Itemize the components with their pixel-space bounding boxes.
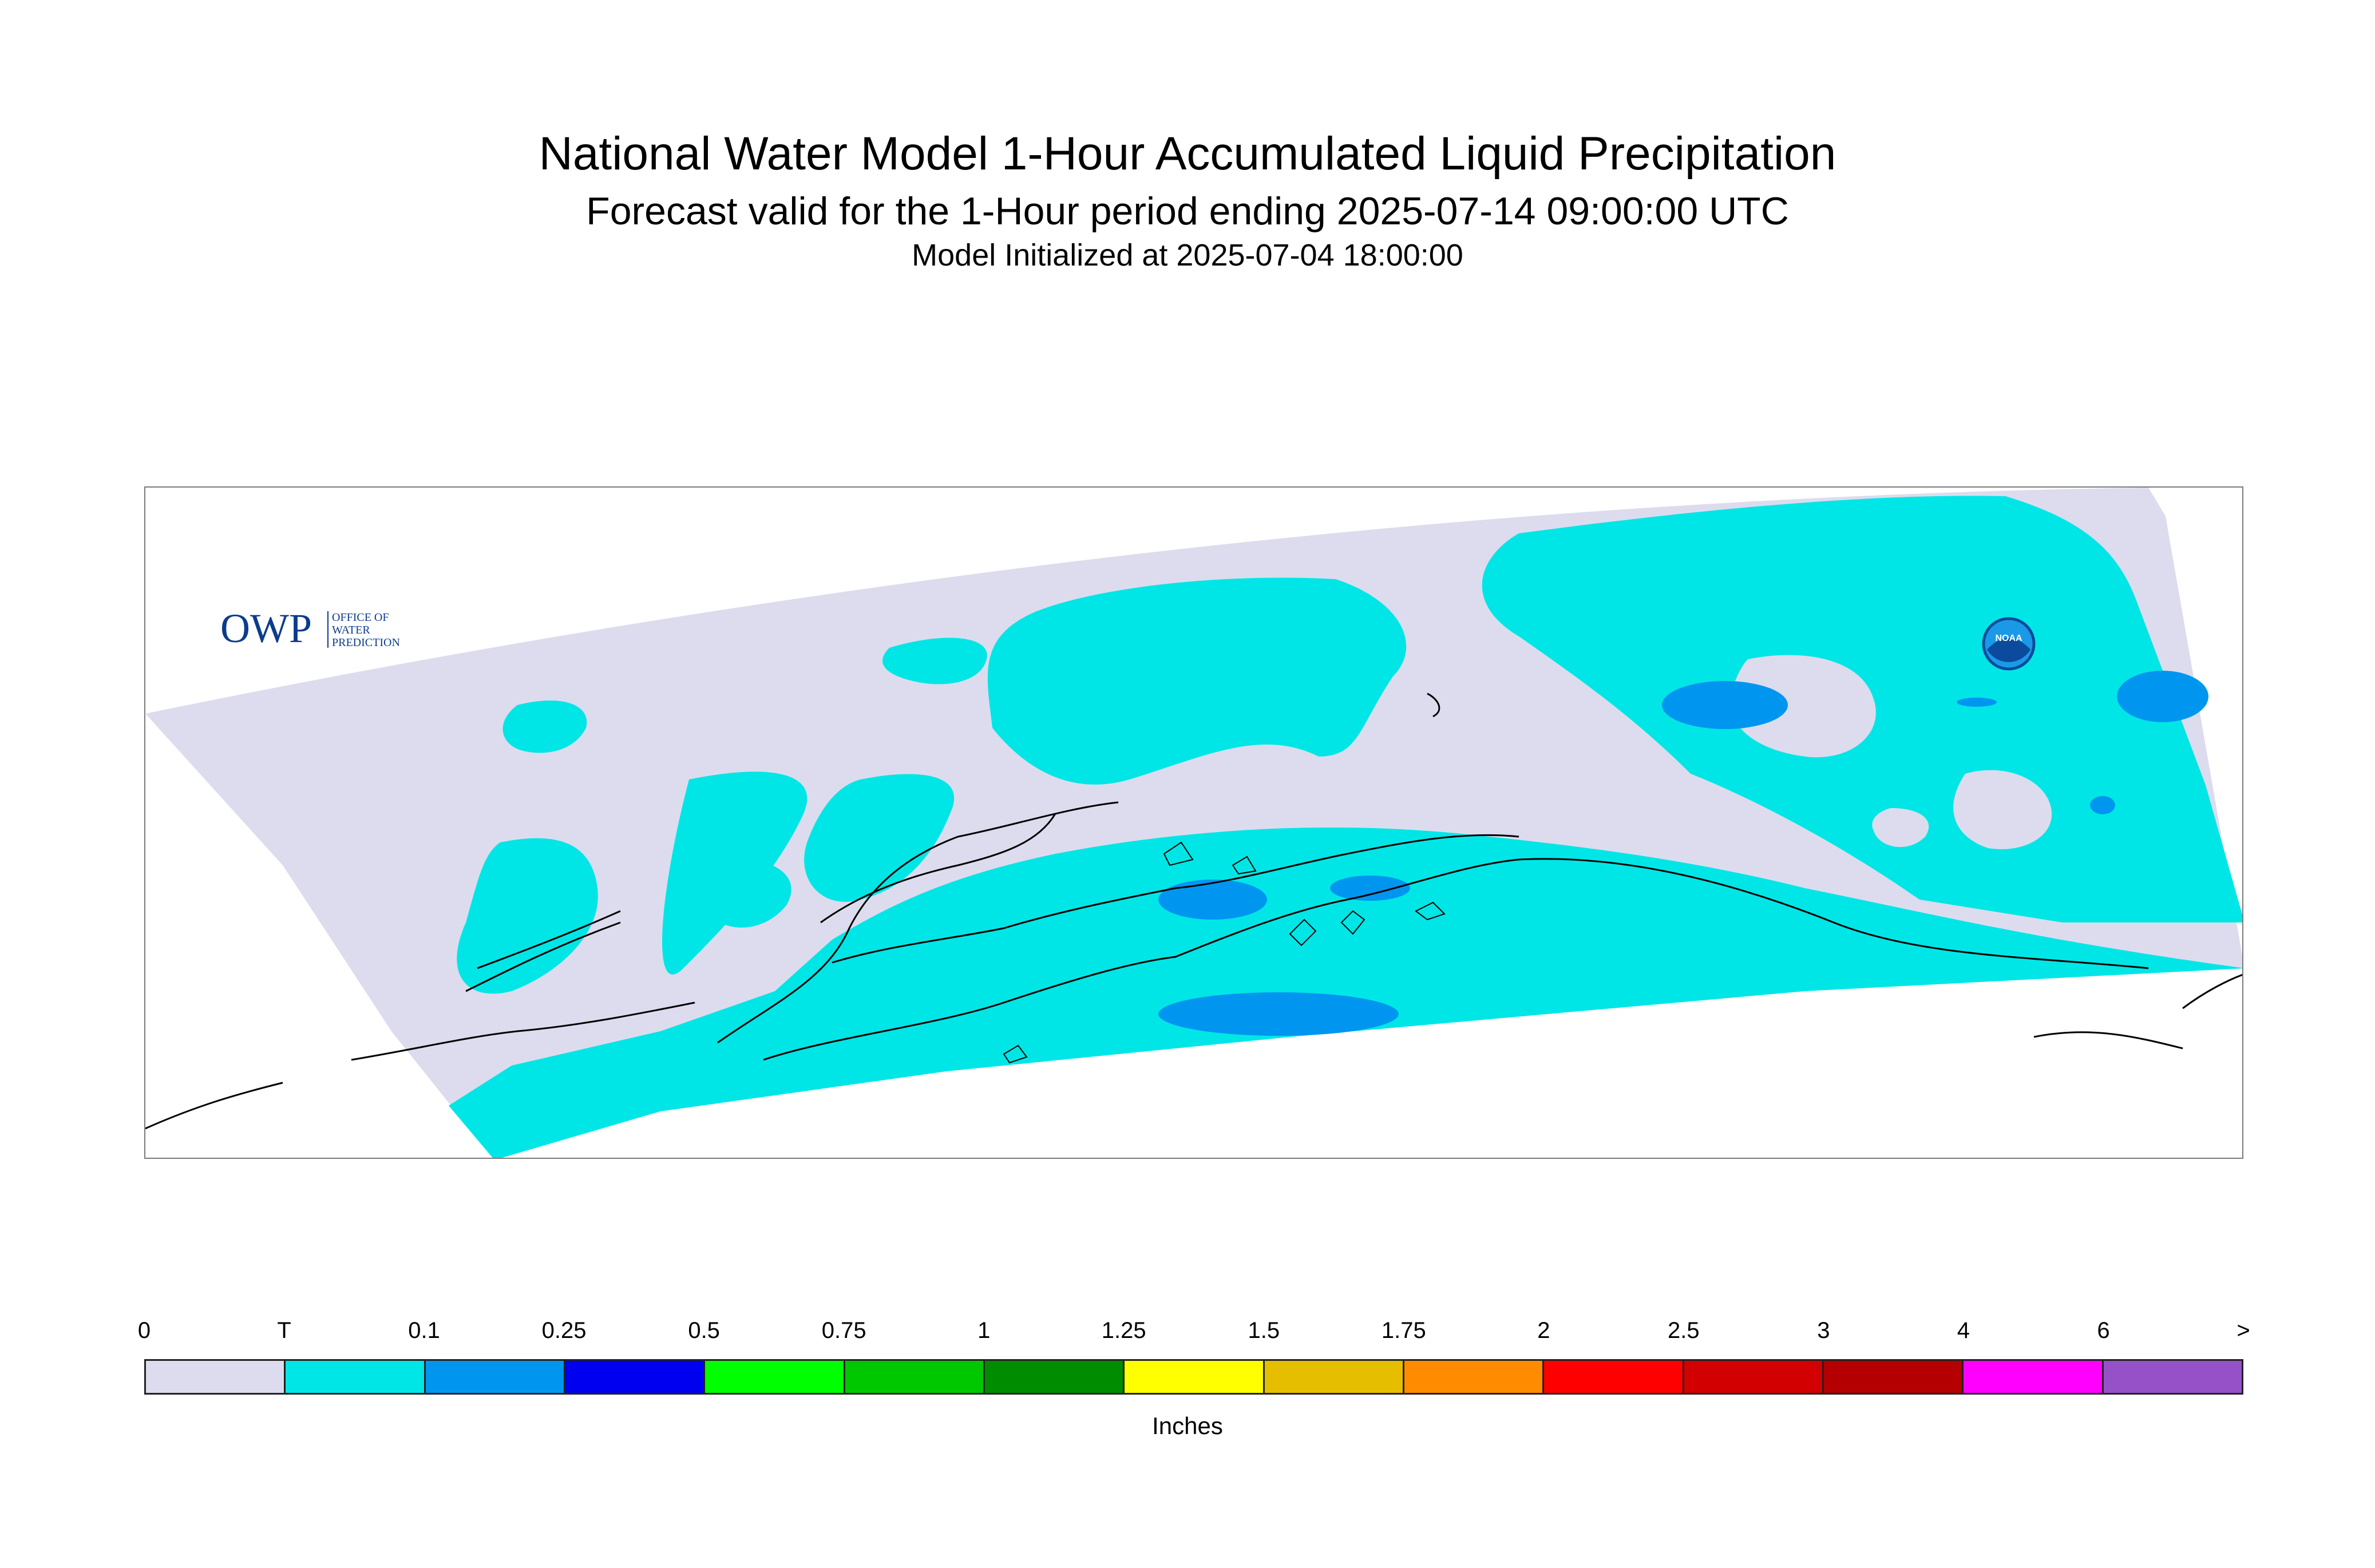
legend-units: Inches: [1152, 1412, 1223, 1439]
map-title: National Water Model 1-Hour Accumulated …: [539, 128, 1836, 180]
svg-text:OWP: OWP: [220, 605, 312, 651]
legend-tick-label: 1.5: [1248, 1318, 1280, 1343]
legend-tick-label: >: [2237, 1318, 2250, 1343]
noaa-logo: NOAA: [1982, 617, 2036, 671]
legend-swatch: [1544, 1361, 1684, 1393]
map-subtitle: Forecast valid for the 1-Hour period end…: [586, 189, 1789, 233]
light-precip-areas: [1158, 671, 2208, 1036]
legend-swatch: [1404, 1361, 1545, 1393]
legend-tick-label: 3: [1817, 1318, 1830, 1343]
legend-tick-label: 0.75: [821, 1318, 866, 1343]
legend-swatch: [146, 1361, 286, 1393]
legend-tick-label: 0.25: [541, 1318, 587, 1343]
svg-text:WATER: WATER: [332, 624, 370, 636]
legend-swatch: [286, 1361, 426, 1393]
svg-text:NOAA: NOAA: [1995, 633, 2022, 643]
legend-swatch: [2103, 1361, 2242, 1393]
legend-swatch: [705, 1361, 845, 1393]
legend-swatch: [984, 1361, 1125, 1393]
svg-text:PREDICTION: PREDICTION: [332, 636, 400, 649]
legend-tick-label: 1: [977, 1318, 991, 1343]
model-init-line: Model Initialized at 2025-07-04 18:00:00: [912, 238, 1463, 272]
legend-tick-label: 4: [1957, 1318, 1970, 1343]
legend-tick-label: 2.5: [1668, 1318, 1700, 1343]
legend-swatch: [1125, 1361, 1265, 1393]
owp-logo: OWP OFFICE OF WATER PREDICTION: [220, 605, 400, 651]
legend-swatch: [1684, 1361, 1824, 1393]
legend-tick-label: 6: [2097, 1318, 2110, 1343]
legend-swatch: [1264, 1361, 1404, 1393]
svg-text:OFFICE OF: OFFICE OF: [332, 611, 389, 624]
legend-swatch: [1964, 1361, 2104, 1393]
coastlines: [145, 692, 2242, 1130]
legend-tick-label: T: [277, 1318, 291, 1343]
legend-tick-label: 1.25: [1101, 1318, 1146, 1343]
map-canvas: [145, 488, 2242, 1158]
dry-pockets: [1729, 655, 2052, 849]
color-legend-bar: [144, 1359, 2243, 1395]
legend-swatch: [565, 1361, 706, 1393]
legend-tick-label: 1.75: [1381, 1318, 1426, 1343]
legend-tick-label: 0.1: [408, 1318, 440, 1343]
legend-swatch: [1823, 1361, 1964, 1393]
legend-swatch: [425, 1361, 565, 1393]
legend-tick-label: 0: [137, 1318, 151, 1343]
islands: [1003, 841, 1446, 1064]
legend-tick-label: 2: [1537, 1318, 1550, 1343]
legend-tick-label: 0.5: [688, 1318, 720, 1343]
legend-swatch: [845, 1361, 985, 1393]
trace-precip-areas: [449, 496, 2242, 1158]
precipitation-map[interactable]: [144, 486, 2243, 1159]
